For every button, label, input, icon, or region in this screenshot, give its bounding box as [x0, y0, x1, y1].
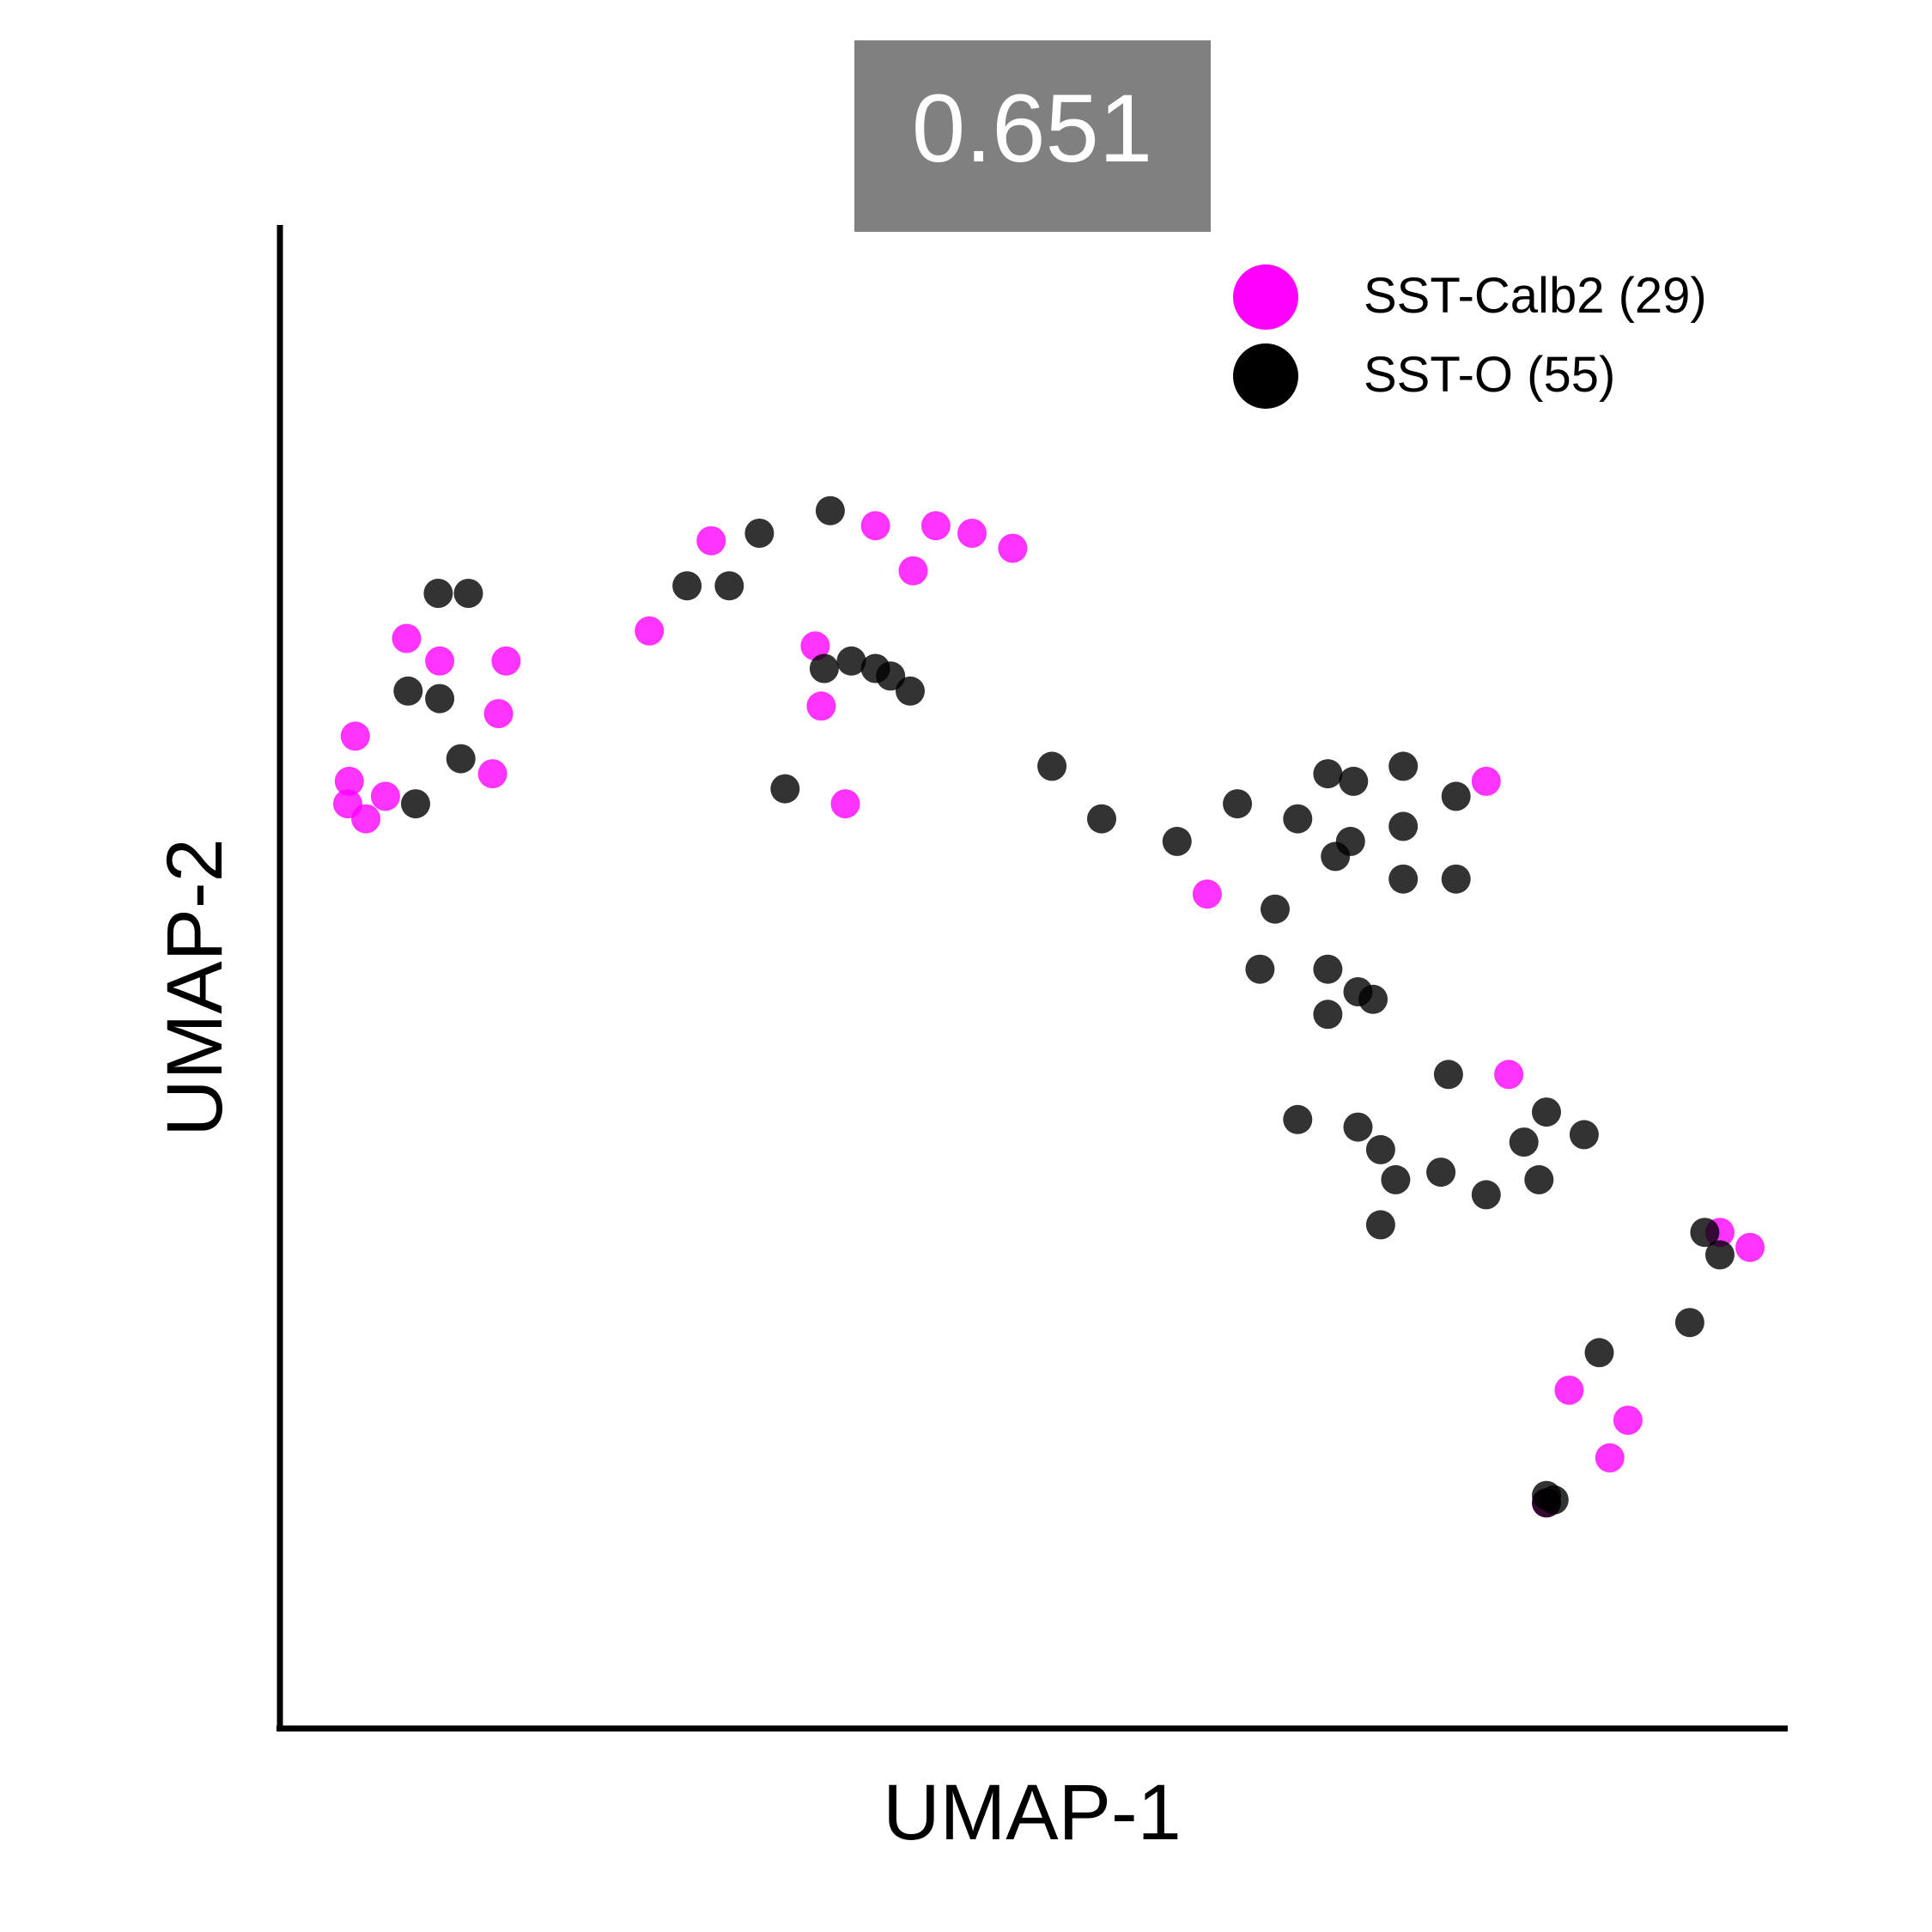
point-sst-calb2-17	[957, 519, 987, 548]
point-sst-calb2-4	[370, 781, 400, 811]
point-sst-o-18	[1162, 826, 1192, 856]
point-sst-calb2-26	[1613, 1406, 1643, 1435]
point-sst-o-3	[425, 683, 455, 714]
point-sst-o-45	[1569, 1120, 1599, 1150]
point-sst-calb2-10	[635, 616, 665, 646]
point-sst-o-17	[1087, 804, 1116, 834]
point-sst-o-22	[1339, 766, 1369, 796]
point-sst-o-37	[1283, 1104, 1313, 1134]
point-sst-calb2-0	[340, 721, 370, 751]
point-sst-o-27	[1335, 826, 1365, 856]
point-sst-o-51	[1584, 1338, 1614, 1368]
point-sst-o-39	[1365, 1134, 1395, 1164]
point-sst-o-16	[1037, 751, 1067, 781]
point-sst-o-9	[815, 495, 845, 526]
legend-marker-sst-calb2	[1233, 264, 1298, 330]
point-sst-o-1	[453, 579, 483, 608]
point-sst-o-29	[1388, 864, 1419, 894]
y-axis-label: UMAP-2	[151, 838, 239, 1137]
point-sst-o-38	[1343, 1112, 1373, 1142]
point-sst-o-15	[896, 676, 925, 706]
point-sst-o-23	[1388, 751, 1419, 781]
point-sst-calb2-22	[1494, 1060, 1524, 1090]
legend-label-sst-calb2: SST-Calb2 (29)	[1364, 268, 1707, 324]
point-sst-o-6	[672, 571, 702, 601]
point-sst-o-30	[1261, 894, 1290, 924]
point-sst-calb2-5	[392, 623, 422, 653]
point-sst-calb2-16	[920, 511, 951, 541]
point-sst-o-31	[1245, 954, 1275, 984]
point-sst-o-0	[423, 579, 453, 608]
point-sst-o-43	[1524, 1164, 1554, 1194]
point-sst-calb2-21	[1471, 766, 1501, 796]
point-sst-o-8	[744, 519, 775, 548]
point-sst-calb2-1	[334, 766, 364, 796]
point-sst-o-19	[1223, 789, 1253, 819]
scatter-points	[333, 495, 1765, 1518]
point-sst-o-35	[1313, 999, 1343, 1030]
chart-title-background	[854, 40, 1211, 232]
point-sst-o-40	[1381, 1164, 1411, 1194]
point-sst-o-2	[393, 676, 423, 706]
point-sst-o-42	[1509, 1127, 1539, 1157]
point-sst-o-11	[770, 774, 800, 804]
point-sst-o-4	[446, 744, 476, 774]
point-sst-calb2-20	[1192, 879, 1222, 909]
point-sst-o-46	[1471, 1180, 1501, 1210]
point-sst-calb2-11	[696, 526, 726, 556]
point-sst-o-25	[1388, 811, 1419, 841]
point-sst-calb2-19	[998, 533, 1028, 563]
point-sst-calb2-12	[806, 691, 836, 721]
x-axis-label: UMAP-1	[883, 1769, 1182, 1856]
point-sst-calb2-27	[1595, 1443, 1625, 1473]
point-sst-o-54	[1532, 1488, 1561, 1518]
point-sst-o-28	[1441, 864, 1471, 894]
point-sst-o-5	[401, 789, 430, 819]
point-sst-o-41	[1426, 1157, 1456, 1188]
point-sst-o-34	[1358, 984, 1388, 1014]
point-sst-calb2-6	[425, 646, 455, 676]
point-sst-o-20	[1283, 804, 1313, 834]
point-sst-calb2-8	[477, 759, 507, 789]
point-sst-o-32	[1313, 954, 1343, 984]
point-sst-calb2-25	[1554, 1376, 1584, 1405]
chart-title: 0.651	[912, 75, 1152, 182]
point-sst-calb2-7	[483, 699, 513, 729]
point-sst-calb2-3	[351, 804, 381, 834]
point-sst-calb2-13	[800, 631, 830, 661]
point-sst-calb2-18	[898, 556, 928, 586]
point-sst-calb2-14	[830, 789, 860, 819]
point-sst-o-21	[1313, 759, 1343, 789]
point-sst-o-48	[1690, 1218, 1720, 1248]
point-sst-calb2-15	[860, 511, 890, 541]
chart-title-box: 0.651	[854, 40, 1211, 232]
point-sst-o-44	[1532, 1097, 1561, 1127]
point-sst-o-10	[809, 653, 839, 683]
legend-marker-sst-o	[1233, 343, 1298, 409]
point-sst-o-50	[1674, 1308, 1704, 1338]
legend-label-sst-o: SST-O (55)	[1364, 347, 1615, 403]
point-sst-o-49	[1705, 1240, 1735, 1270]
point-sst-o-24	[1441, 781, 1471, 811]
point-sst-calb2-24	[1735, 1232, 1765, 1262]
legend: SST-Calb2 (29) SST-O (55)	[1233, 264, 1707, 409]
point-sst-calb2-9	[491, 646, 521, 676]
point-sst-o-36	[1433, 1060, 1463, 1090]
point-sst-o-7	[714, 571, 744, 601]
point-sst-o-47	[1365, 1210, 1395, 1240]
point-sst-o-12	[836, 646, 866, 676]
